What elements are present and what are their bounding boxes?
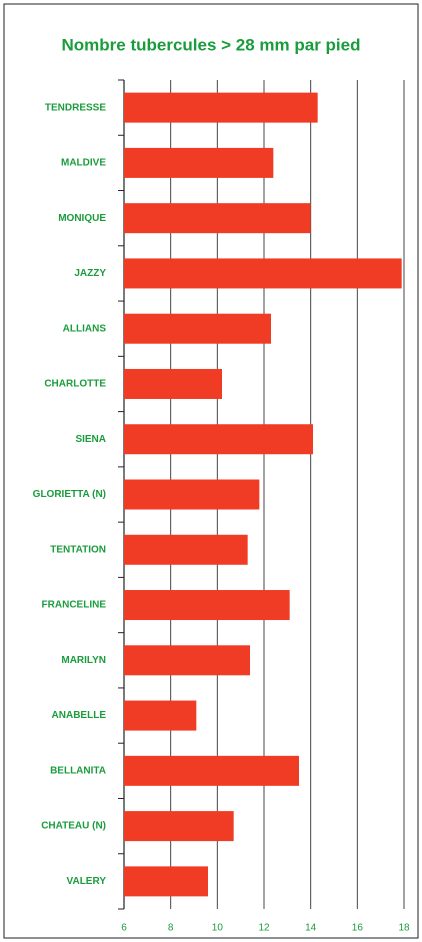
x-tick-label: 6 [121, 923, 127, 934]
y-tick-label: JAZZY [74, 268, 106, 279]
bar [124, 147, 274, 178]
y-tick-label: MARILYN [61, 655, 106, 666]
x-tick-label: 12 [258, 923, 270, 934]
y-tick-label: VALERY [67, 876, 107, 887]
y-tick-label: MONIQUE [58, 213, 106, 224]
x-tick-label: 10 [212, 923, 224, 934]
x-tick-label: 14 [305, 923, 317, 934]
bar [124, 700, 197, 731]
y-tick-label: CHARLOTTE [44, 379, 106, 390]
bar [124, 590, 290, 621]
y-tick-label: TENDRESSE [45, 102, 106, 113]
bar [124, 645, 250, 676]
bar [124, 755, 299, 786]
y-tick-label: SIENA [75, 434, 106, 445]
chart-title: Nombre tubercules > 28 mm par pied [61, 35, 360, 54]
frame [3, 3, 419, 939]
bar [124, 479, 260, 510]
y-tick-label: CHATEAU (N) [41, 821, 106, 832]
y-tick-label: BELLANITA [50, 765, 106, 776]
y-tick-label: GLORIETTA (N) [33, 489, 106, 500]
bar [124, 258, 402, 289]
y-tick-label: MALDIVE [61, 158, 106, 169]
bar [124, 203, 311, 234]
y-tick-label: ANABELLE [52, 710, 107, 721]
bar [124, 534, 248, 565]
bar [124, 92, 318, 123]
x-tick-label: 16 [352, 923, 364, 934]
bar [124, 811, 234, 842]
bar [124, 424, 313, 455]
y-tick-label: FRANCELINE [42, 600, 107, 611]
x-tick-label: 8 [168, 923, 174, 934]
x-tick-label: 18 [398, 923, 410, 934]
y-tick-label: ALLIANS [63, 323, 107, 334]
bar [124, 368, 222, 399]
y-tick-label: TENTATION [50, 544, 106, 555]
bar [124, 866, 208, 897]
bar [124, 313, 271, 344]
